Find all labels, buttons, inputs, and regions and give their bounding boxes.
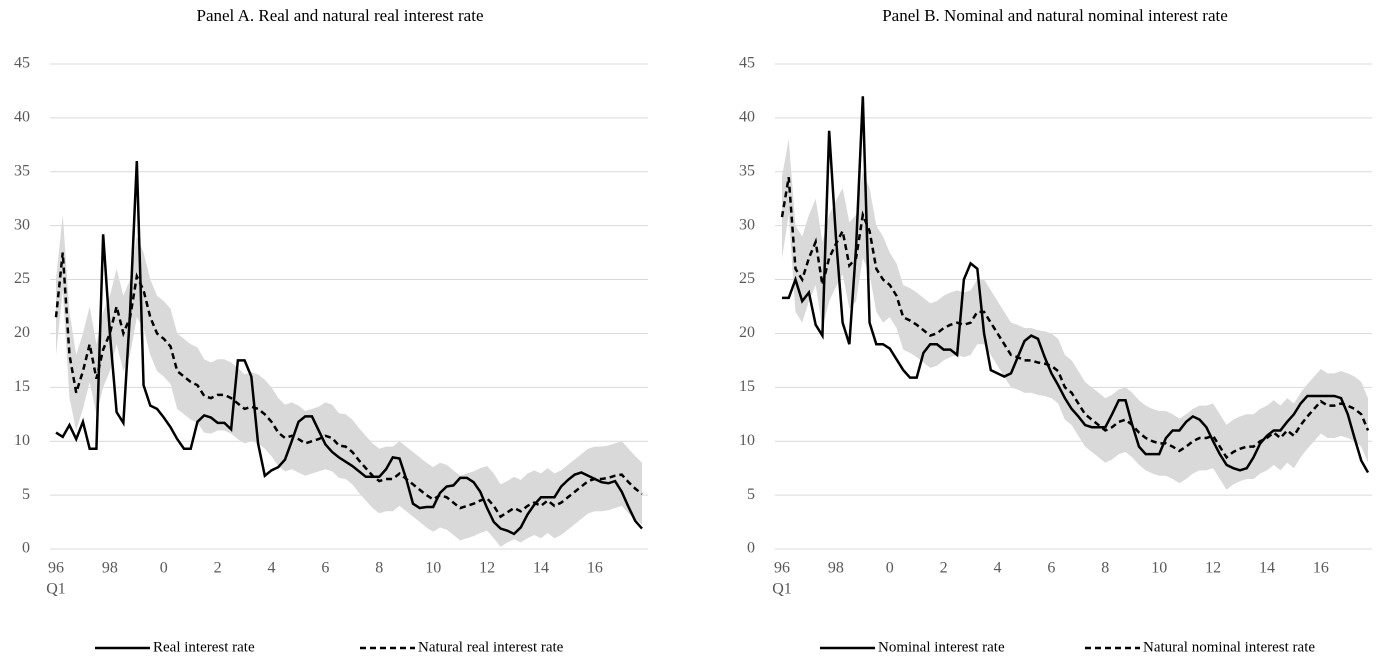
y-tick-label: 0 <box>22 540 30 557</box>
series-line <box>55 160 643 536</box>
x-tick-label: 16 <box>1313 560 1329 577</box>
y-tick-label: 30 <box>14 216 30 233</box>
y-tick-label: 5 <box>747 486 755 503</box>
y-tick-label: 20 <box>739 324 755 341</box>
x-tick-label: 10 <box>1151 560 1167 577</box>
x-tick-label: 98 <box>828 560 844 577</box>
x-sublabel: Q1 <box>46 581 66 598</box>
series-line <box>782 96 1370 474</box>
y-tick-label: 0 <box>747 540 755 557</box>
x-tick-label: 6 <box>1047 560 1055 577</box>
x-tick-label: 16 <box>587 560 603 577</box>
y-tick-label: 35 <box>739 162 755 179</box>
y-tick-label: 10 <box>14 432 30 449</box>
y-tick-label: 5 <box>22 486 30 503</box>
y-tick-label: 40 <box>739 109 755 126</box>
x-tick-label: 14 <box>1259 560 1275 577</box>
x-tick-label: 96 <box>774 560 790 577</box>
chart-title: Panel A. Real and natural real interest … <box>197 6 484 25</box>
x-tick-label: 14 <box>533 560 549 577</box>
y-tick-label: 25 <box>14 270 30 287</box>
series-line <box>54 252 643 519</box>
y-tick-label: 40 <box>14 109 30 126</box>
legend-label: Nominal interest rate <box>878 639 1005 655</box>
x-tick-label: 0 <box>160 560 168 577</box>
x-tick-label: 6 <box>321 560 329 577</box>
x-tick-label: 12 <box>479 560 495 577</box>
y-tick-label: 30 <box>739 216 755 233</box>
x-tick-label: 10 <box>425 560 441 577</box>
x-tick-label: 2 <box>940 560 948 577</box>
x-tick-label: 8 <box>375 560 383 577</box>
y-tick-label: 20 <box>14 324 30 341</box>
y-tick-label: 35 <box>14 162 30 179</box>
y-tick-label: 45 <box>14 55 30 72</box>
chart-title: Panel B. Nominal and natural nominal int… <box>882 6 1228 25</box>
x-tick-label: 4 <box>994 560 1002 577</box>
x-tick-label: 98 <box>102 560 118 577</box>
legend-label: Natural real interest rate <box>418 639 564 655</box>
legend-label: Natural nominal interest rate <box>1143 639 1315 655</box>
series-line <box>780 176 1370 460</box>
x-tick-label: 12 <box>1205 560 1221 577</box>
y-tick-label: 10 <box>739 432 755 449</box>
legend-label: Real interest rate <box>153 639 255 655</box>
x-tick-label: 8 <box>1101 560 1109 577</box>
confidence-band <box>56 214 642 547</box>
y-tick-label: 45 <box>739 55 755 72</box>
y-tick-label: 15 <box>14 378 30 395</box>
y-tick-label: 15 <box>739 378 755 395</box>
x-tick-label: 2 <box>214 560 222 577</box>
confidence-band <box>782 139 1368 490</box>
x-sublabel: Q1 <box>772 581 792 598</box>
y-tick-label: 25 <box>739 270 755 287</box>
x-tick-label: 0 <box>886 560 894 577</box>
x-tick-label: 96 <box>48 560 64 577</box>
x-tick-label: 4 <box>268 560 276 577</box>
